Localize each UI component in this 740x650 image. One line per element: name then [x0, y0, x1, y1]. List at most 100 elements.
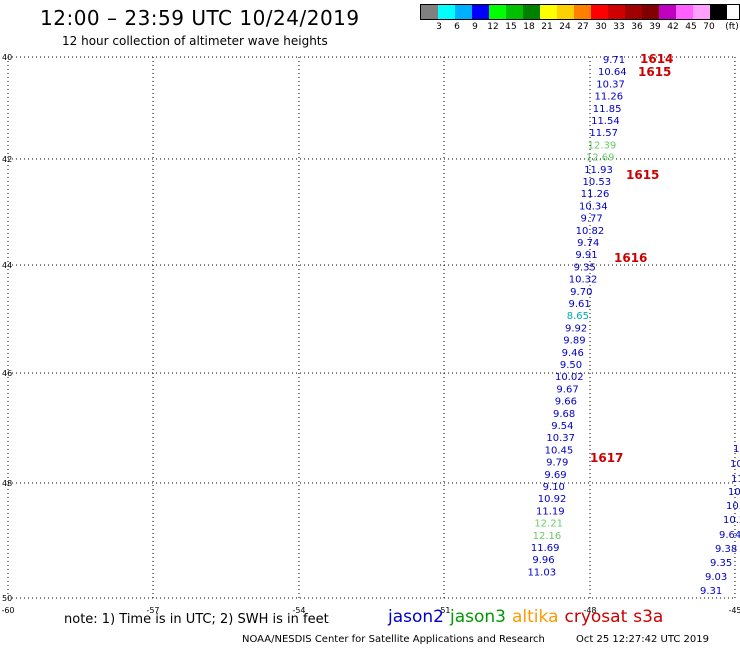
color-legend-swatches: [420, 4, 740, 20]
swh-reading: 9.50: [560, 360, 582, 371]
swh-reading: 10.32: [569, 275, 598, 286]
lon-label: -60: [1, 606, 14, 615]
swh-reading: 10.34: [579, 201, 608, 212]
swh-reading: 11.: [731, 474, 740, 485]
legend-label: 36: [631, 22, 643, 32]
time-mark: 1614: [640, 52, 673, 66]
legend-label: 3: [436, 22, 442, 32]
sat-altika: altika: [512, 607, 559, 627]
lat-label: 48: [2, 479, 12, 488]
legend-swatch-17: [710, 5, 727, 19]
legend-swatch-3: [472, 5, 489, 19]
swh-reading: 9.92: [565, 323, 587, 334]
legend-label: 30: [595, 22, 607, 32]
swh-reading: 10: [730, 459, 740, 470]
legend-label: 15: [505, 22, 517, 32]
legend-label: 24: [559, 22, 571, 32]
legend-label: 42: [667, 22, 679, 32]
legend-label: 27: [577, 22, 589, 32]
swh-reading: 9.91: [575, 250, 597, 261]
sat-jason3: jason3: [450, 607, 506, 627]
lat-label: 46: [2, 369, 12, 378]
page-title: 12:00 – 23:59 UTC 10/24/2019: [40, 6, 360, 30]
legend-swatch-11: [608, 5, 625, 19]
legend-swatch-16: [693, 5, 710, 19]
time-mark: 1615: [626, 168, 659, 182]
swh-reading: 11.26: [595, 92, 624, 103]
lat-label: 40: [2, 53, 12, 62]
swh-reading: 9.96: [532, 555, 554, 566]
legend-label: 39: [649, 22, 661, 32]
legend-label: 70: [703, 22, 715, 32]
swh-reading: 9.70: [570, 287, 592, 298]
lat-label: 42: [2, 155, 12, 164]
swh-reading: 9.54: [551, 421, 573, 432]
legend-swatch-14: [659, 5, 676, 19]
swh-reading: 10.37: [546, 433, 575, 444]
swh-reading: 9.67: [556, 384, 578, 395]
sat-jason2: jason2: [388, 607, 444, 627]
swh-reading: 9.10: [543, 482, 565, 493]
legend-swatch-6: [523, 5, 540, 19]
color-legend: 3 6 9 12 15 18 21 24 27 30 33 36 39 42 45 70 (ft): [420, 4, 740, 34]
swh-reading: 9.38: [715, 544, 737, 555]
legend-label: 45: [685, 22, 697, 32]
swh-reading: 12.39: [588, 140, 617, 151]
legend-swatch-13: [642, 5, 659, 19]
time-mark: 1617: [590, 451, 623, 465]
lat-label: 44: [2, 261, 12, 270]
swh-reading: 10.92: [538, 494, 567, 505]
lon-label: -48: [583, 606, 596, 615]
legend-label: (ft): [725, 22, 739, 32]
legend-swatch-1: [438, 5, 455, 19]
swh-reading: 9.68: [553, 409, 575, 420]
swh-reading: 11.19: [536, 506, 565, 517]
lat-label: 50: [2, 594, 12, 603]
lon-label: -54: [292, 606, 305, 615]
lon-label: -45: [728, 606, 740, 615]
swh-reading: 9.31: [700, 586, 722, 597]
swh-reading: 10.68: [726, 501, 740, 512]
swh-reading: 11.85: [593, 104, 622, 115]
swh-reading: 9.46: [562, 348, 584, 359]
swh-reading: 9.79: [546, 458, 568, 469]
lon-label: -57: [146, 606, 159, 615]
swh-reading: 9.64: [719, 530, 740, 541]
swh-reading: 9.77: [581, 214, 603, 225]
swh-reading: 12.69: [586, 153, 615, 164]
swh-reading: 11.57: [589, 128, 618, 139]
swh-reading: 9.66: [555, 397, 577, 408]
legend-label: 21: [541, 22, 553, 32]
swh-reading: 9.74: [577, 238, 599, 249]
swh-reading: 10.02: [555, 372, 584, 383]
swh-reading: 10.20: [723, 515, 740, 526]
legend-label: 18: [523, 22, 535, 32]
swh-reading: 10.45: [545, 445, 574, 456]
footer-credit: NOAA/NESDIS Center for Satellite Applica…: [242, 634, 545, 645]
swh-reading: 9.71: [603, 55, 625, 66]
legend-label: 33: [613, 22, 625, 32]
legend-swatch-12: [625, 5, 642, 19]
legend-swatch-2: [455, 5, 472, 19]
swh-reading: 11.26: [581, 189, 610, 200]
time-mark: 1616: [614, 251, 647, 265]
sat-s3a: s3a: [633, 607, 664, 627]
swh-reading: 9.69: [544, 470, 566, 481]
swh-reading: 11.69: [531, 543, 560, 554]
swh-reading: 1: [733, 444, 739, 455]
legend-label: 9: [472, 22, 478, 32]
swh-reading: 10.64: [598, 67, 627, 78]
color-legend-labels: 3 6 9 12 15 18 21 24 27 30 33 36 39 42 45 70 (ft): [420, 20, 740, 34]
swh-reading: 10.53: [582, 177, 611, 188]
legend-swatch-7: [540, 5, 557, 19]
footer-timestamp: Oct 25 12:27:42 UTC 2019: [576, 634, 709, 645]
swh-reading: 8.65: [567, 311, 589, 322]
swh-reading: 10.82: [576, 226, 605, 237]
swh-reading: 10.37: [596, 79, 625, 90]
swh-reading: 9.35: [574, 262, 596, 273]
sat-cryosat: cryosat: [564, 607, 628, 627]
legend-swatch-9: [574, 5, 591, 19]
legend-label: 6: [454, 22, 460, 32]
time-mark: 1615: [638, 65, 671, 79]
